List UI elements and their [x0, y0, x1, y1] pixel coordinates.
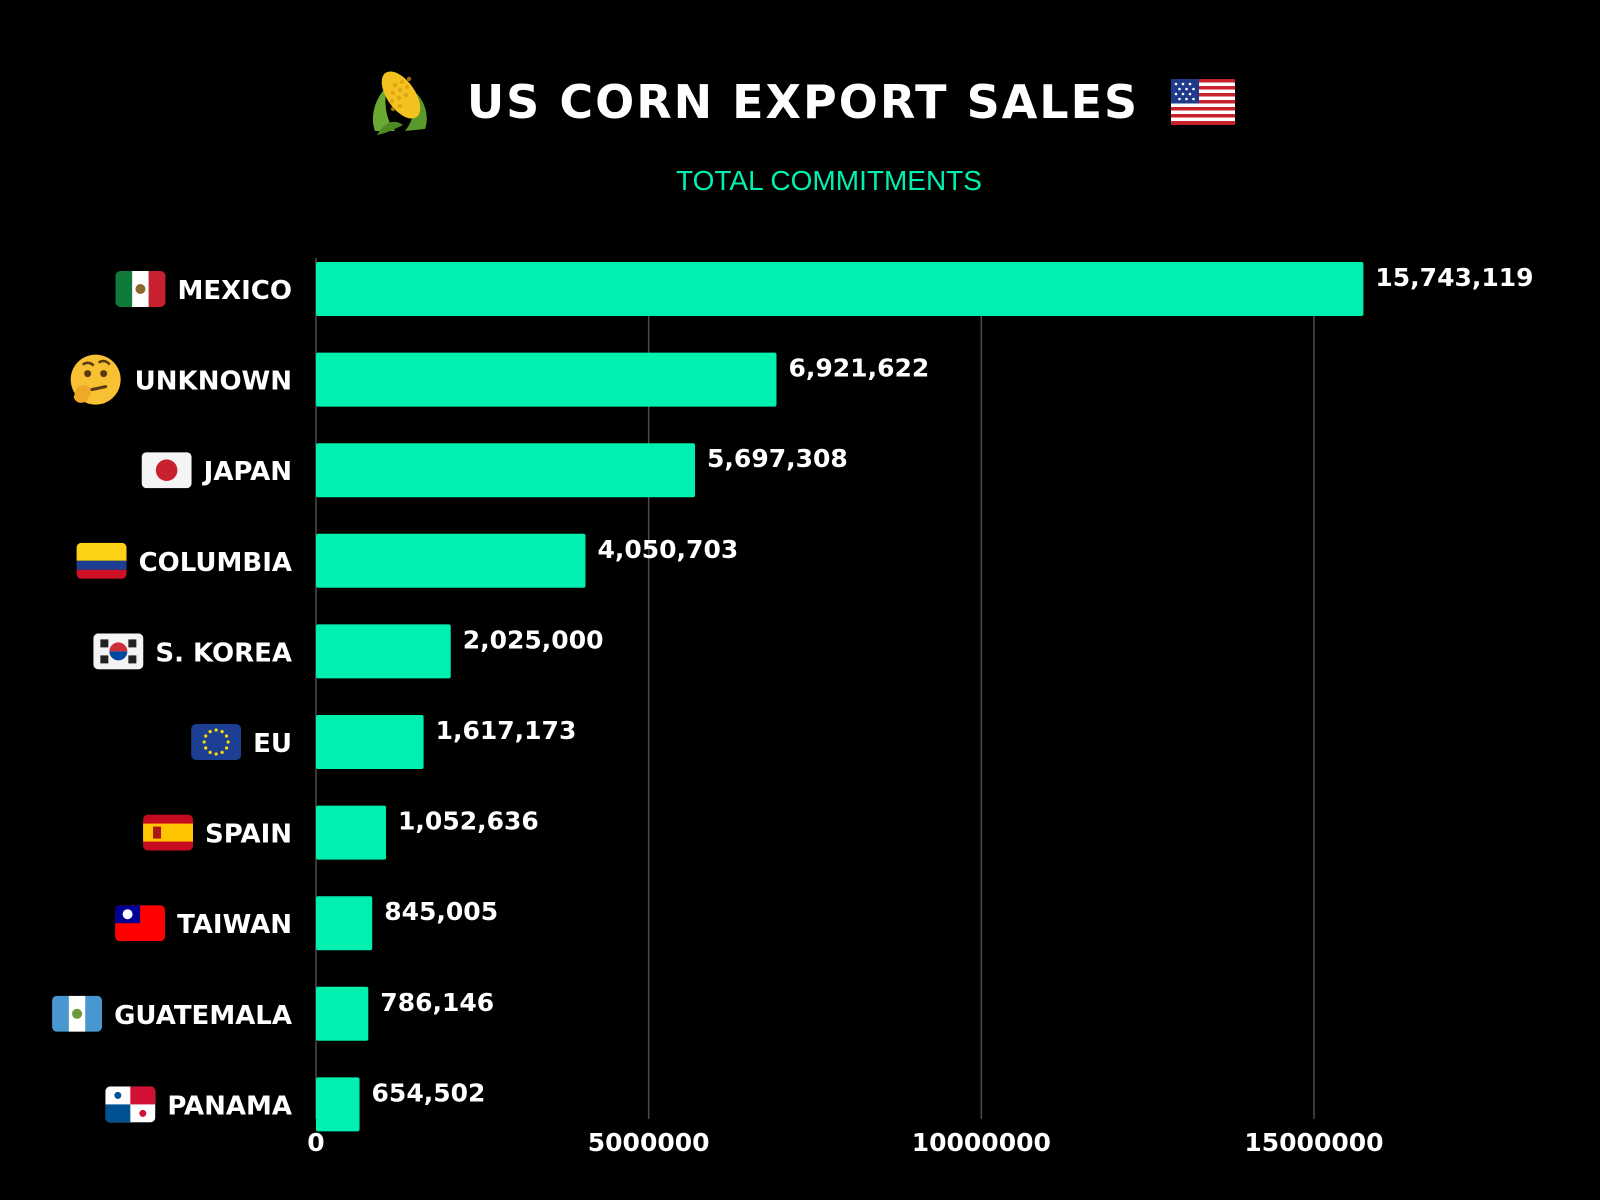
bar-spain: [316, 805, 387, 860]
bar-eu: [316, 715, 424, 769]
category-label: COLUMBIA: [139, 548, 292, 578]
x-tick-label: 5000000: [588, 1128, 710, 1157]
mexico-flag-icon: [115, 271, 166, 307]
japan-flag-icon: [141, 452, 192, 489]
value-label: 1,052,636: [398, 807, 539, 836]
value-label: 15,743,119: [1375, 263, 1533, 292]
value-label: 1,617,173: [436, 716, 577, 745]
panama-flag-icon: [105, 1086, 156, 1123]
category-label: JAPAN: [202, 457, 292, 487]
x-tick-label: 0: [307, 1128, 324, 1157]
category-label: EU: [253, 729, 292, 759]
x-tick-label: 15000000: [1244, 1128, 1383, 1157]
colombia-flag-icon: [76, 542, 127, 579]
thinking-face-icon: [70, 354, 121, 405]
value-label: 5,697,308: [707, 444, 848, 473]
category-label: TAIWAN: [177, 910, 292, 940]
value-label: 786,146: [380, 988, 494, 1017]
bar-taiwan: [316, 896, 373, 951]
value-label: 654,502: [372, 1078, 486, 1107]
value-label: 4,050,703: [597, 535, 738, 564]
bar-unknown: [316, 352, 777, 407]
category-label: S. KOREA: [155, 638, 292, 668]
spain-flag-icon: [143, 814, 194, 851]
value-label: 845,005: [384, 897, 498, 926]
south-korea-flag-icon: [93, 633, 144, 670]
category-labels: MEXICO UNKNOWN JAPAN COLUMBIA S. KOREA EU SPAI…: [114, 276, 292, 1121]
eu-flag-icon: [191, 724, 242, 760]
x-tick-label: 10000000: [912, 1128, 1051, 1157]
bar-mexico: [316, 262, 1364, 316]
category-label: PANAMA: [167, 1091, 292, 1121]
bars: [316, 262, 1364, 1132]
taiwan-flag-icon: [115, 905, 166, 942]
bar-guatemala: [316, 986, 369, 1041]
corn-icon: [372, 71, 427, 135]
value-labels: 15,743,119 6,921,622 5,697,308 4,050,703 2,0…: [372, 263, 1534, 1107]
value-label: 2,025,000: [463, 625, 604, 654]
chart-title: US CORN EXPORT SALES: [466, 75, 1140, 129]
bar-columbia: [316, 533, 586, 588]
value-label: 6,921,622: [789, 354, 930, 383]
category-label: SPAIN: [205, 820, 292, 850]
title-row: US CORN EXPORT SALES: [0, 62, 1600, 142]
x-tick-labels: 0 5000000 10000000 15000000: [307, 1128, 1383, 1157]
category-label: UNKNOWN: [135, 367, 292, 397]
category-label: GUATEMALA: [114, 1001, 292, 1031]
bar-panama: [316, 1077, 360, 1132]
chart-subtitle: TOTAL COMMITMENTS: [676, 165, 982, 196]
bar-s-korea: [316, 624, 451, 679]
category-label: MEXICO: [177, 276, 292, 306]
category-icons: [52, 271, 242, 1123]
guatemala-flag-icon: [52, 995, 103, 1032]
bar-japan: [316, 443, 696, 498]
us-flag-icon: [1171, 79, 1236, 125]
